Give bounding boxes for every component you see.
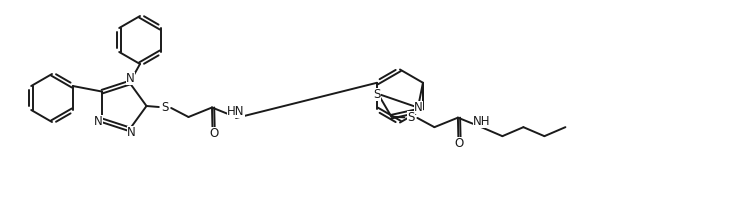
Text: N: N <box>94 115 102 128</box>
Text: N: N <box>414 101 422 114</box>
Text: O: O <box>209 127 218 140</box>
Text: N: N <box>126 72 135 85</box>
Text: S: S <box>161 101 168 114</box>
Text: S: S <box>407 111 414 124</box>
Text: S: S <box>373 88 381 101</box>
Text: NH: NH <box>473 115 490 129</box>
Text: HN: HN <box>227 105 244 118</box>
Text: O: O <box>455 137 464 150</box>
Text: N: N <box>127 126 136 139</box>
